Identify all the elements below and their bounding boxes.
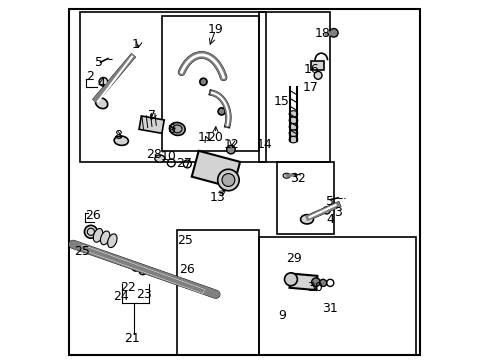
Ellipse shape <box>288 117 297 123</box>
Ellipse shape <box>200 78 206 85</box>
Text: 5: 5 <box>95 55 102 69</box>
Ellipse shape <box>155 155 164 162</box>
Ellipse shape <box>217 169 239 191</box>
Text: 6: 6 <box>167 123 175 136</box>
Ellipse shape <box>222 174 234 186</box>
Ellipse shape <box>300 215 313 224</box>
Ellipse shape <box>311 278 320 287</box>
Text: 28: 28 <box>146 148 162 162</box>
Text: 32: 32 <box>289 172 305 185</box>
Bar <box>258 237 415 355</box>
Ellipse shape <box>288 123 297 130</box>
Bar <box>311 61 324 70</box>
Text: 26: 26 <box>179 263 194 276</box>
Bar <box>80 12 265 162</box>
Bar <box>176 230 258 355</box>
Ellipse shape <box>107 234 117 248</box>
Text: 11: 11 <box>197 131 213 144</box>
Text: 18: 18 <box>314 27 330 40</box>
Bar <box>162 16 258 152</box>
Text: 25: 25 <box>74 245 90 258</box>
Text: 4: 4 <box>97 77 104 90</box>
Ellipse shape <box>114 136 128 145</box>
Ellipse shape <box>93 229 102 242</box>
Text: 5: 5 <box>325 195 333 208</box>
Ellipse shape <box>283 173 290 178</box>
Text: 22: 22 <box>120 281 136 294</box>
Text: 8: 8 <box>113 129 122 142</box>
Ellipse shape <box>288 136 297 143</box>
Text: 31: 31 <box>321 302 337 315</box>
Ellipse shape <box>288 130 297 136</box>
Text: 13: 13 <box>209 192 225 204</box>
Text: 12: 12 <box>224 138 240 151</box>
Text: 14: 14 <box>256 138 271 151</box>
Bar <box>276 162 333 234</box>
Text: 10: 10 <box>161 150 176 163</box>
Bar <box>289 274 317 290</box>
Ellipse shape <box>329 28 337 37</box>
Text: 19: 19 <box>207 23 223 36</box>
Text: 26: 26 <box>84 209 101 222</box>
Ellipse shape <box>313 71 322 79</box>
Text: 4: 4 <box>325 213 333 226</box>
Ellipse shape <box>169 122 185 135</box>
Ellipse shape <box>288 111 297 117</box>
Text: 7: 7 <box>148 109 156 122</box>
Text: 29: 29 <box>285 252 301 265</box>
Text: 21: 21 <box>124 333 140 346</box>
Text: 16: 16 <box>303 63 319 76</box>
Ellipse shape <box>99 77 107 86</box>
Ellipse shape <box>323 207 329 214</box>
Text: 3: 3 <box>333 206 341 219</box>
Bar <box>191 151 240 188</box>
Ellipse shape <box>100 231 110 245</box>
Text: 24: 24 <box>113 289 129 303</box>
Ellipse shape <box>84 225 97 238</box>
Bar <box>258 12 329 162</box>
Text: 1: 1 <box>131 38 139 51</box>
Ellipse shape <box>226 145 235 154</box>
Text: 30: 30 <box>306 281 323 294</box>
Text: 27: 27 <box>176 157 191 170</box>
Text: 17: 17 <box>302 81 318 94</box>
Text: 25: 25 <box>177 234 193 247</box>
Text: 2: 2 <box>86 70 94 83</box>
Ellipse shape <box>218 108 225 115</box>
Text: 20: 20 <box>207 131 223 144</box>
Bar <box>139 116 164 133</box>
Text: 9: 9 <box>278 309 285 322</box>
Text: 23: 23 <box>136 288 151 301</box>
Ellipse shape <box>95 98 107 109</box>
Text: 15: 15 <box>273 95 289 108</box>
Ellipse shape <box>284 273 297 286</box>
Ellipse shape <box>319 279 326 287</box>
